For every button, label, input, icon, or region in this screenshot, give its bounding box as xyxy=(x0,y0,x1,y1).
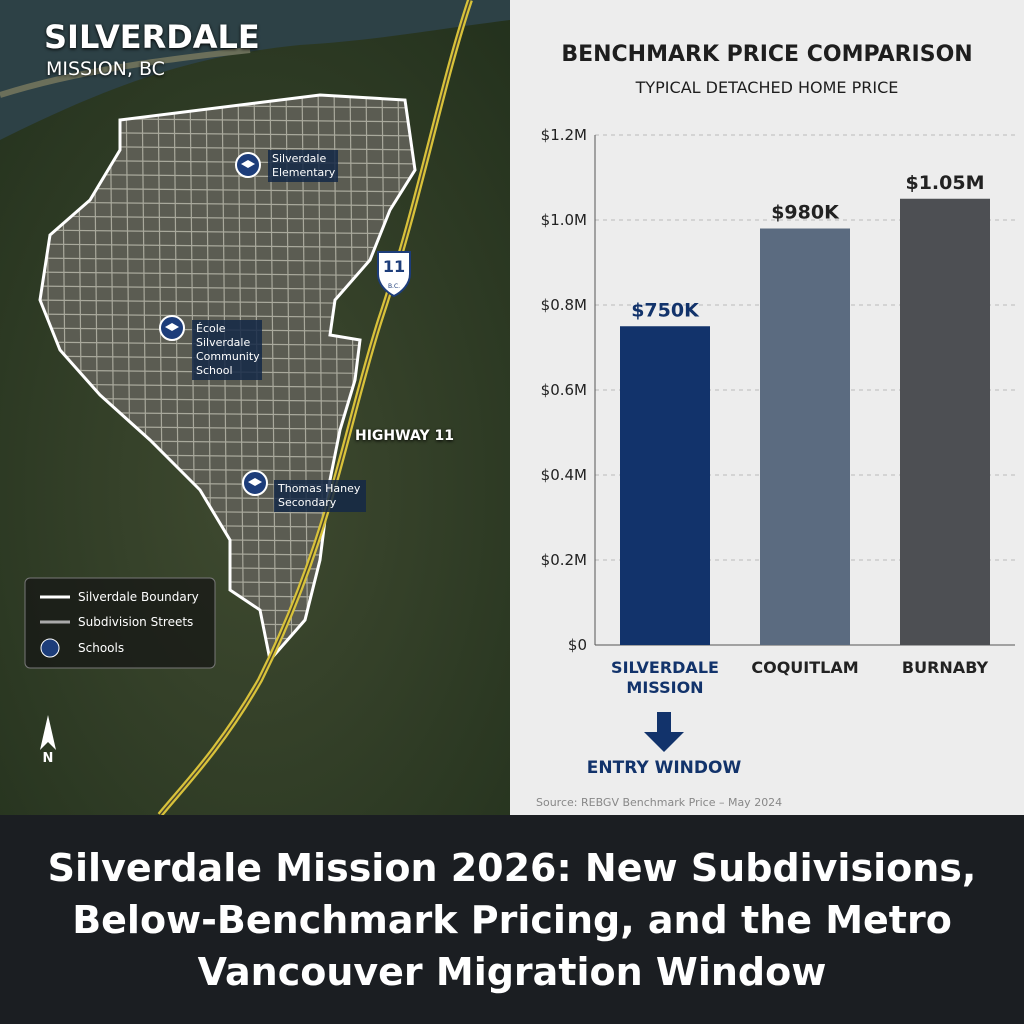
legend-label: Schools xyxy=(78,641,125,655)
legend-label: Subdivision Streets xyxy=(78,615,194,629)
north-label: N xyxy=(43,751,54,766)
street xyxy=(40,201,415,207)
bar xyxy=(620,326,710,645)
x-tick-label: COQUITLAM xyxy=(751,658,859,677)
river xyxy=(0,0,510,140)
y-tick-label: $0.6M xyxy=(541,381,587,399)
boundary xyxy=(38,93,417,664)
y-tick-label: $0.2M xyxy=(541,551,587,569)
x-tick-label: SILVERDALE MISSION xyxy=(611,658,719,697)
chart-title: BENCHMARK PRICE COMPARISON xyxy=(561,42,973,67)
y-tick-label: $0.8M xyxy=(541,296,587,314)
north-arrow xyxy=(40,715,56,750)
street xyxy=(40,243,415,249)
school-cap xyxy=(165,323,179,331)
street xyxy=(40,257,415,263)
value-label: $1.05M xyxy=(905,172,984,194)
riverbank xyxy=(0,47,251,98)
map-title: SILVERDALE xyxy=(44,18,260,56)
bar xyxy=(760,228,850,645)
arrow-stem xyxy=(657,712,671,734)
street xyxy=(40,215,415,221)
legend-box xyxy=(24,577,216,669)
legend-label: Silverdale Boundary xyxy=(78,590,199,604)
shield-number: 11 xyxy=(383,257,405,276)
x-tick-label: BURNABY xyxy=(901,658,989,677)
shield-text: B.C. xyxy=(388,283,400,290)
y-tick-label: $0.4M xyxy=(541,466,587,484)
school-label: École Silverdale Community School xyxy=(192,320,262,380)
street xyxy=(253,95,261,660)
school-label: Thomas Haney Secondary xyxy=(274,480,366,512)
arrow-head xyxy=(644,732,684,752)
banner-title: Silverdale Mission 2026: New Subdivision… xyxy=(0,815,1024,1024)
highway-shield xyxy=(377,251,411,298)
bar xyxy=(900,198,990,645)
y-tick-label: $1.2M xyxy=(541,126,587,144)
value-label: $750K xyxy=(631,299,700,321)
street xyxy=(40,229,415,235)
map: 11 B.C. N xyxy=(0,0,510,815)
school-label: Silverdale Elementary xyxy=(268,150,338,182)
value-label: $980K xyxy=(771,202,840,224)
y-tick-label: $1.0M xyxy=(541,211,587,229)
highway-center xyxy=(159,0,471,815)
school-cap xyxy=(248,478,262,486)
map-subtitle: MISSION, BC xyxy=(46,58,165,80)
chart: $0 $0.2M $0.4M $0.6M $0.8M $1.0M $1.2M $750K $98… xyxy=(510,0,1024,815)
y-tick-label: $0 xyxy=(568,636,587,654)
highway-label: HIGHWAY 11 xyxy=(355,428,454,444)
source: Source: REBGV Benchmark Price – May 2024 xyxy=(536,796,783,809)
annotation: ENTRY WINDOW xyxy=(586,758,742,778)
school-cap xyxy=(241,160,255,168)
chart-subtitle: TYPICAL DETACHED HOME PRICE xyxy=(635,78,899,97)
legend-school-icon xyxy=(40,638,60,658)
street xyxy=(237,95,245,660)
